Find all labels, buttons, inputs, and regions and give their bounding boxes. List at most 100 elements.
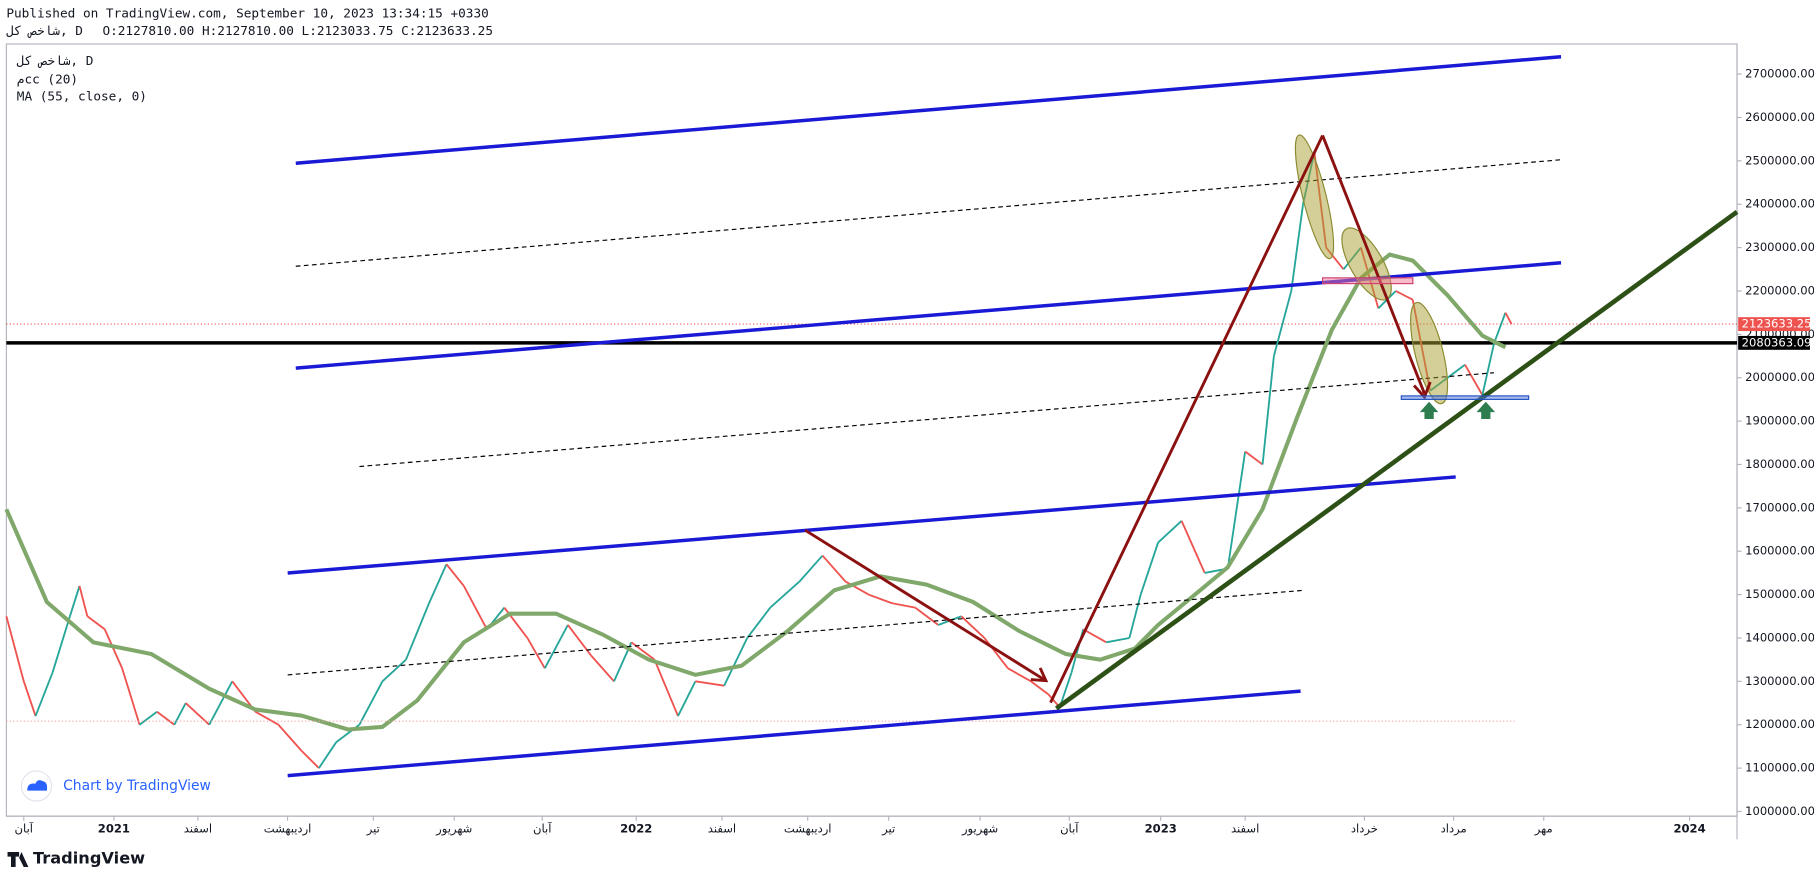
trend-line [1054,209,1739,711]
price-segment [1504,312,1513,325]
x-tick-label: اسفند [1231,821,1259,835]
price-segment [1128,594,1142,639]
ohlc: O:2127810.00 H:2127810.00 L:2123033.75 C… [102,24,493,39]
price-segment [1157,520,1183,544]
x-tick-label: 2021 [98,821,130,835]
price-segment [1481,342,1496,396]
price-segment [86,615,106,631]
price-segment [254,710,279,726]
x-tick-label: اردیبهشت [784,821,832,836]
x-tick-label: اردیبهشت [264,821,312,836]
y-tick-label: 2600000.00 [1745,110,1814,124]
price-segment [543,624,569,669]
price-segment [1464,364,1484,396]
chart-by[interactable]: Chart by TradingView [63,778,211,794]
price-segment [891,602,916,609]
x-tick-label: اسفند [708,821,736,835]
y-tick-label: 2200000.00 [1745,283,1814,297]
y-tick-label: 1300000.00 [1745,674,1814,688]
price-segment [821,554,847,583]
price-segment [463,585,488,630]
y-tick-label: 1800000.00 [1745,457,1814,471]
highlight [1341,227,1392,301]
x-tick-label: تیر [366,821,380,836]
price-segment [590,654,615,682]
price-segment [798,554,824,583]
price-segment [1447,363,1466,379]
price-badge-label: 2080363.09 [1742,335,1812,349]
x-tick-label: تیر [881,821,895,836]
x-tick-label: آبان [1060,821,1079,835]
brand: TradingView [33,848,145,867]
price-badge-label: 2123633.25 [1742,317,1812,331]
price-segment [358,680,384,726]
x-tick-label: مهر [1534,821,1553,836]
price-segment [746,607,772,639]
price-segment [5,616,25,682]
watermark-box [12,766,209,806]
price-segment [34,672,54,717]
legend-indicator: MA (55, close, 0) [17,90,147,105]
x-tick-label: شهریور [435,821,472,836]
price-segment [1261,355,1275,465]
arrow [804,528,1047,682]
pane-border [5,43,1738,817]
price-segment [1106,637,1130,644]
price-segment [677,680,697,717]
price-segment [653,659,679,717]
price-segment [1272,290,1293,357]
x-tick-label: 2023 [1145,821,1177,835]
drawings [6,54,1739,778]
symbol: شاخص کل, D [6,24,83,39]
up-arrow [1419,401,1439,420]
y-tick-label: 2300000.00 [1745,240,1814,254]
price-segment [173,702,187,726]
arrow [1049,134,1324,704]
price-segment [1082,628,1107,644]
y-tick-label: 1200000.00 [1745,717,1814,731]
price-segment [103,628,124,669]
price-segment [1395,290,1414,301]
channel-line [287,475,1456,575]
price-segment [381,658,407,683]
price-segment [51,616,71,673]
price-segment [121,668,141,725]
price-segment [405,602,430,661]
price-segment [723,637,749,687]
highlight [1294,134,1335,260]
y-tick-label: 2000000.00 [1745,370,1814,384]
price-segment [78,585,89,617]
price-segment [868,593,893,605]
price-segment [1180,520,1206,574]
price-segment [318,741,338,769]
price-segment [1058,672,1073,708]
legend-symbol: شاخص کل, D [17,54,94,69]
x-tick-label: آبان [533,821,552,835]
price-segment [1290,204,1304,292]
price-segment [1030,680,1049,696]
price-segment [156,710,175,726]
price-segment [960,615,986,639]
price-segment [1139,542,1159,595]
price-segment [300,750,320,769]
price-segment [1007,667,1032,683]
y-tick-label: 1500000.00 [1745,587,1814,601]
mid-line [295,159,1562,267]
price-segment [769,580,801,609]
x-tick-label: خرداد [1351,821,1378,836]
ma-line [4,252,1507,732]
price-segment [69,585,81,617]
price-segment [1493,312,1507,344]
mid-line [359,372,1494,468]
x-tick-label: اسفند [184,821,212,835]
price-segment [277,724,303,752]
price-segment [914,606,939,626]
legend-indicator: مcc (20) [17,72,78,87]
up-arrow [1476,401,1496,420]
plot [4,151,1738,769]
watermark-cloud [27,780,48,791]
arrow [1321,134,1426,395]
x-tick-label: مرداد [1441,821,1467,836]
y-tick-label: 1700000.00 [1745,500,1814,514]
